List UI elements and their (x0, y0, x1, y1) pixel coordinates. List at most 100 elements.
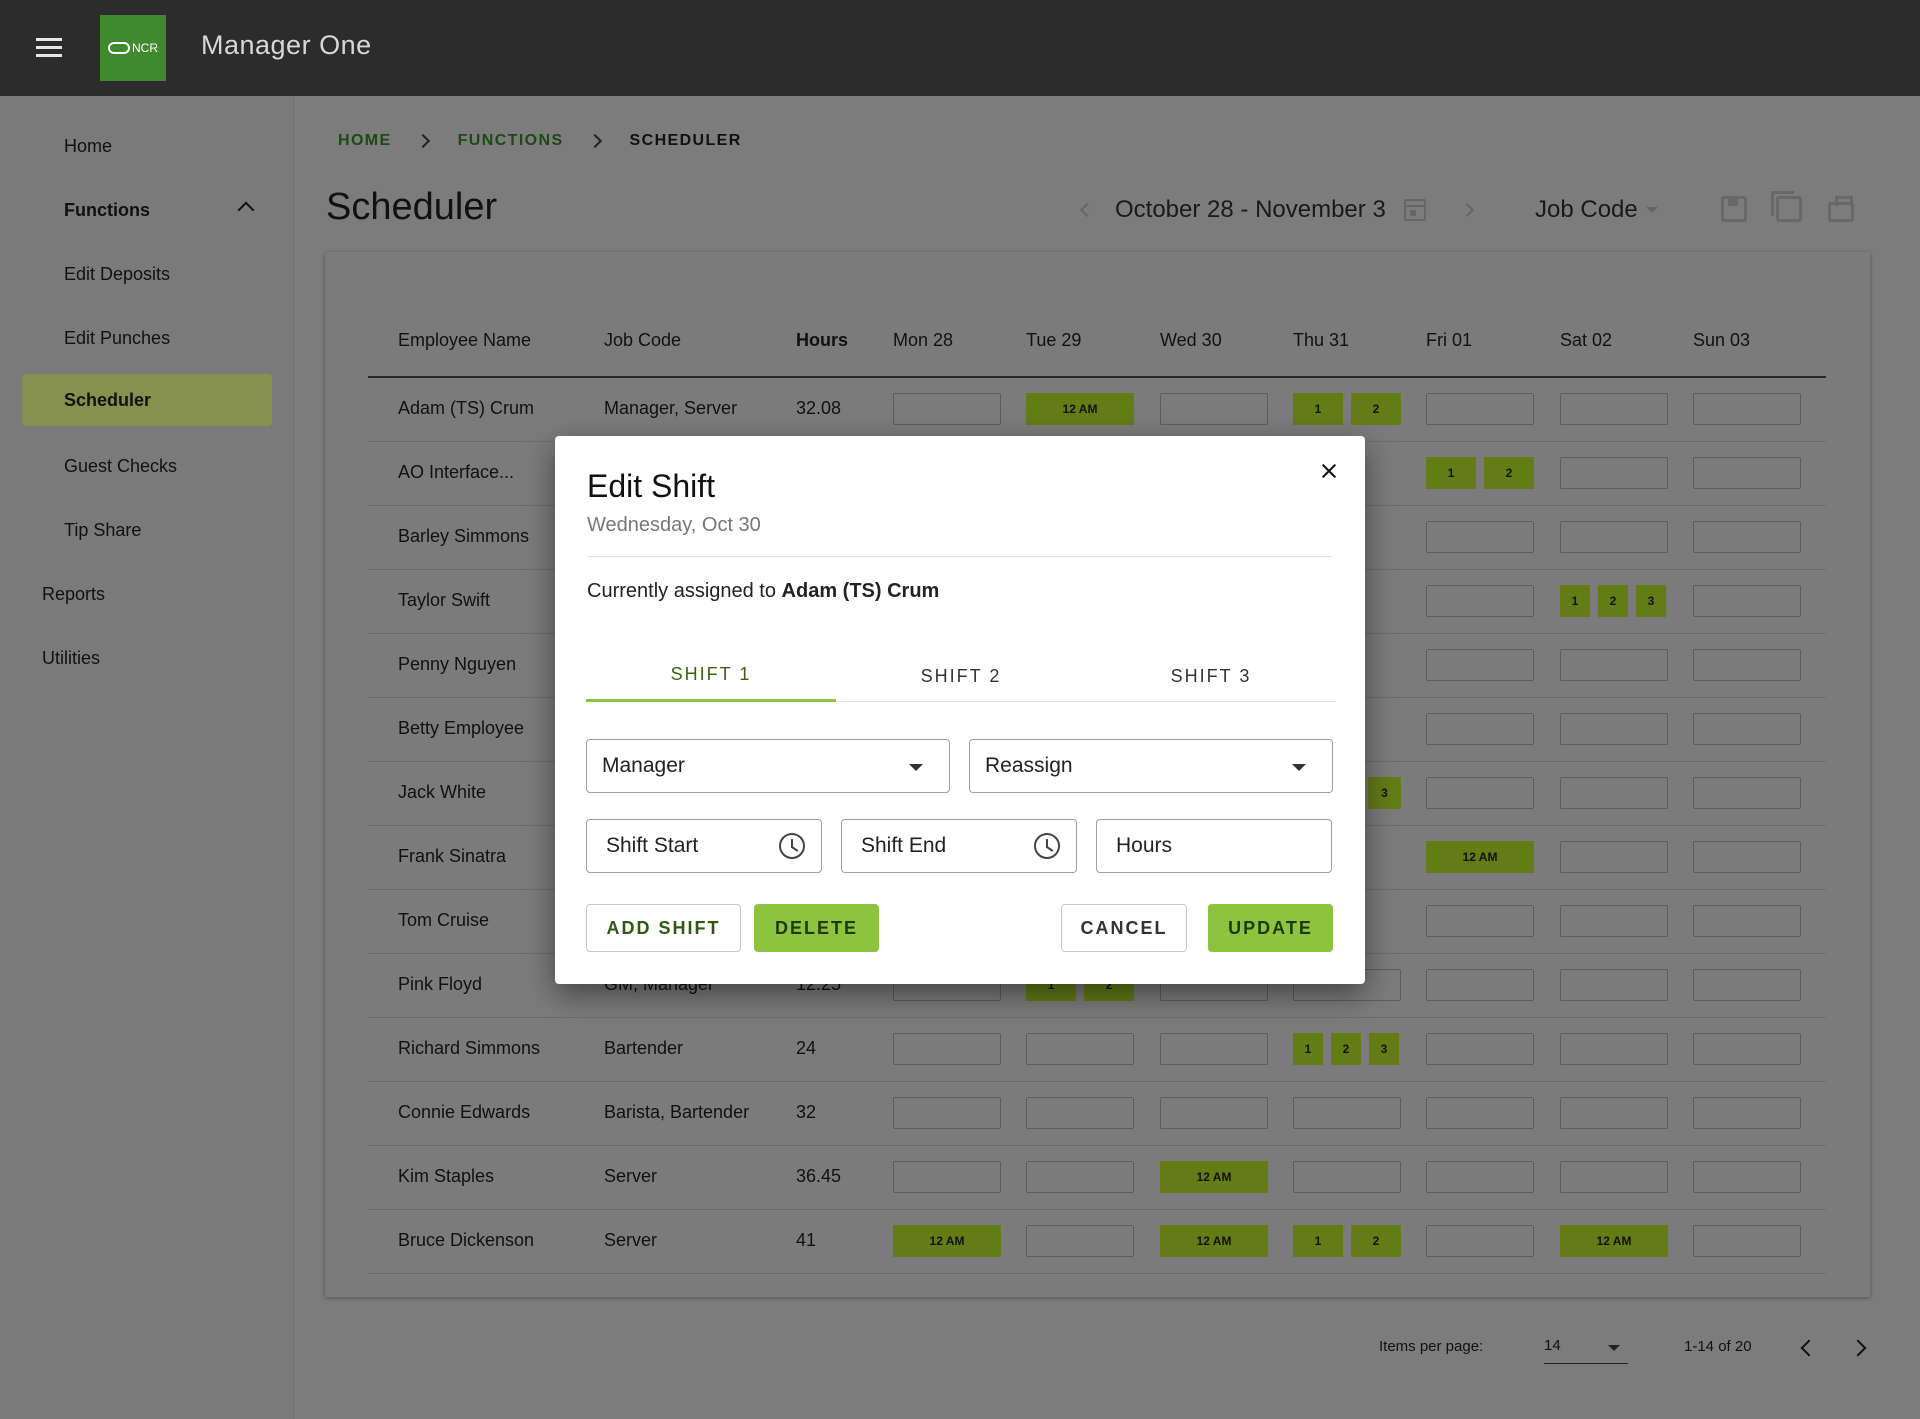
shift-slot[interactable] (1693, 1097, 1801, 1129)
shift-slot[interactable] (1693, 649, 1801, 681)
shift-slot[interactable] (1293, 1097, 1401, 1129)
shift-chip[interactable]: 12 AM (1426, 841, 1534, 873)
shift-chip[interactable]: 2 (1598, 585, 1628, 617)
shift-slot[interactable] (893, 1161, 1001, 1193)
shift-chip[interactable]: 2 (1351, 393, 1401, 425)
shift-slot[interactable] (1160, 1097, 1268, 1129)
shift-slot[interactable] (1560, 777, 1668, 809)
breadcrumb-home[interactable]: HOME (338, 132, 392, 149)
shift-chip[interactable]: 3 (1636, 585, 1666, 617)
shift-chip[interactable]: 3 (1368, 777, 1401, 809)
shift-chip[interactable]: 2 (1484, 457, 1534, 489)
tab-shift-1[interactable]: SHIFT 1 (586, 650, 836, 702)
save-icon[interactable] (1721, 196, 1747, 222)
tab-shift-2[interactable]: SHIFT 2 (920, 665, 1002, 686)
col-job-code[interactable]: Job Code (604, 330, 682, 350)
sidebar-item-home[interactable]: Home (64, 135, 113, 156)
table-row[interactable]: Kim Staples Server 36.45 12 AM (368, 1146, 1826, 1210)
shift-chip[interactable]: 2 (1331, 1033, 1361, 1065)
shift-slot[interactable] (1160, 393, 1268, 425)
shift-slot[interactable] (1693, 969, 1801, 1001)
sidebar-item-utilities[interactable]: Utilities (42, 647, 101, 668)
clock-icon[interactable] (779, 833, 805, 859)
job-code-select[interactable]: Job Code (1535, 196, 1638, 223)
shift-slot[interactable] (1693, 1033, 1801, 1065)
shift-chip[interactable]: 12 AM (1160, 1225, 1268, 1257)
shift-slot[interactable] (1560, 905, 1668, 937)
sidebar-item-scheduler[interactable]: Scheduler (22, 374, 272, 426)
copy-icon[interactable] (1771, 191, 1802, 222)
hours-input[interactable]: Hours (1096, 819, 1332, 873)
reassign-select[interactable]: Reassign (969, 739, 1333, 793)
table-row[interactable]: Adam (TS) Crum Manager, Server 32.08 12 … (368, 378, 1826, 442)
shift-chip[interactable]: 1 (1426, 457, 1476, 489)
clock-icon[interactable] (1034, 833, 1060, 859)
sidebar-item-functions[interactable]: Functions (22, 184, 272, 236)
shift-slot[interactable] (1293, 1161, 1401, 1193)
shift-slot[interactable] (1693, 1161, 1801, 1193)
next-page-icon[interactable] (1849, 1339, 1867, 1357)
shift-chip[interactable]: 1 (1293, 1225, 1343, 1257)
cancel-button[interactable]: CANCEL (1061, 904, 1187, 952)
chevron-right-icon[interactable] (1459, 202, 1475, 218)
shift-slot[interactable] (1693, 777, 1801, 809)
tab-shift-3[interactable]: SHIFT 3 (1170, 665, 1252, 686)
sidebar-item-reports[interactable]: Reports (42, 583, 106, 604)
shift-slot[interactable] (1693, 713, 1801, 745)
shift-chip[interactable]: 1 (1293, 1033, 1323, 1065)
shift-slot[interactable] (1560, 457, 1668, 489)
close-icon[interactable] (1317, 460, 1341, 484)
shift-slot[interactable] (1693, 905, 1801, 937)
shift-slot[interactable] (1426, 1033, 1534, 1065)
shift-slot[interactable] (893, 393, 1001, 425)
shift-slot[interactable] (893, 1097, 1001, 1129)
shift-slot[interactable] (1426, 713, 1534, 745)
shift-slot[interactable] (1426, 777, 1534, 809)
shift-slot[interactable] (1560, 393, 1668, 425)
shift-chip[interactable]: 1 (1560, 585, 1590, 617)
shift-slot[interactable] (1560, 841, 1668, 873)
shift-slot[interactable] (1693, 841, 1801, 873)
shift-slot[interactable] (1426, 905, 1534, 937)
sidebar-item-edit-punches[interactable]: Edit Punches (64, 327, 171, 348)
sidebar-item-edit-deposits[interactable]: Edit Deposits (64, 263, 171, 284)
sidebar-item-tip-share[interactable]: Tip Share (64, 519, 142, 540)
shift-slot[interactable] (1560, 1161, 1668, 1193)
shift-slot[interactable] (1426, 969, 1534, 1001)
col-hours[interactable]: Hours (796, 330, 849, 350)
shift-slot[interactable] (893, 1033, 1001, 1065)
shift-slot[interactable] (1560, 969, 1668, 1001)
shift-slot[interactable] (1560, 1033, 1668, 1065)
job-select[interactable]: Manager (586, 739, 950, 793)
shift-slot[interactable] (1426, 1097, 1534, 1129)
shift-slot[interactable] (1160, 1033, 1268, 1065)
shift-chip[interactable]: 12 AM (1160, 1161, 1268, 1193)
shift-chip[interactable]: 3 (1369, 1033, 1399, 1065)
delete-button[interactable]: DELETE (754, 904, 879, 952)
shift-slot[interactable] (1560, 521, 1668, 553)
shift-slot[interactable] (1560, 713, 1668, 745)
add-shift-button[interactable]: ADD SHIFT (586, 904, 741, 952)
sidebar-item-guest-checks[interactable]: Guest Checks (64, 455, 178, 476)
shift-slot[interactable] (1693, 521, 1801, 553)
shift-chip[interactable]: 12 AM (1026, 393, 1134, 425)
update-button[interactable]: UPDATE (1208, 904, 1333, 952)
shift-slot[interactable] (1026, 1225, 1134, 1257)
shift-slot[interactable] (1426, 1225, 1534, 1257)
dropdown-arrow-icon[interactable] (1646, 207, 1658, 213)
print-icon[interactable] (1828, 196, 1854, 222)
shift-slot[interactable] (1426, 1161, 1534, 1193)
shift-slot[interactable] (1026, 1097, 1134, 1129)
menu-icon[interactable] (36, 38, 62, 58)
calendar-icon[interactable] (1404, 199, 1426, 221)
items-per-page-select[interactable]: 14 (1544, 1331, 1628, 1364)
table-row[interactable]: Connie Edwards Barista, Bartender 32 (368, 1082, 1826, 1146)
prev-page-icon[interactable] (1800, 1339, 1818, 1357)
shift-slot[interactable] (1693, 457, 1801, 489)
shift-chip[interactable]: 12 AM (1560, 1225, 1668, 1257)
shift-chip[interactable]: 12 AM (893, 1225, 1001, 1257)
shift-slot[interactable] (1026, 1161, 1134, 1193)
shift-slot[interactable] (1026, 1033, 1134, 1065)
